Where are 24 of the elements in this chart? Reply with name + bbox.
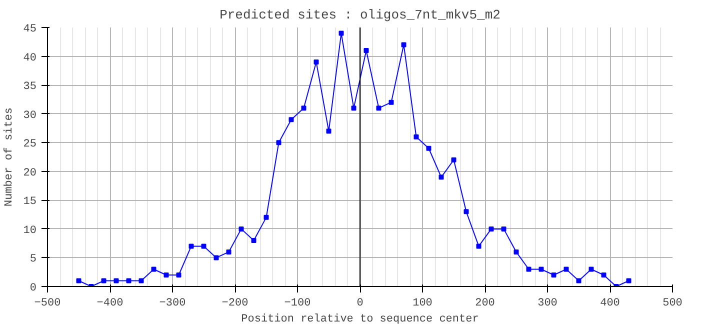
x-tick-label: −300 xyxy=(159,298,186,310)
x-tick-label: 300 xyxy=(538,298,558,310)
x-tick-label: −100 xyxy=(284,298,311,310)
y-tick-label: 20 xyxy=(23,167,36,180)
y-tick-label: 5 xyxy=(30,254,37,266)
x-tick-label: 0 xyxy=(356,298,364,310)
chart-title: Predicted sites : oligos_7nt_mkv5_m2 xyxy=(220,8,500,22)
y-tick-label: 0 xyxy=(30,282,37,294)
y-tick-label: 35 xyxy=(23,81,36,94)
x-tick-label: −500 xyxy=(34,298,61,310)
y-tick-label: 10 xyxy=(23,224,36,237)
x-tick-label: 100 xyxy=(412,298,432,310)
x-tick-label: 200 xyxy=(475,298,495,310)
y-tick-label: 30 xyxy=(23,110,36,122)
y-tick-label: 40 xyxy=(23,52,36,64)
x-tick-label: 500 xyxy=(662,298,682,310)
y-axis-title: Number of sites xyxy=(3,107,16,207)
x-tick-label: −400 xyxy=(96,298,124,310)
x-tick-label: −200 xyxy=(222,298,248,310)
y-tick-label: 45 xyxy=(23,24,36,36)
x-tick-label: 400 xyxy=(600,298,620,310)
x-axis-title: Position relative to sequence center xyxy=(241,314,479,326)
y-tick-label: 15 xyxy=(23,196,36,208)
y-tick-label: 25 xyxy=(23,138,36,151)
